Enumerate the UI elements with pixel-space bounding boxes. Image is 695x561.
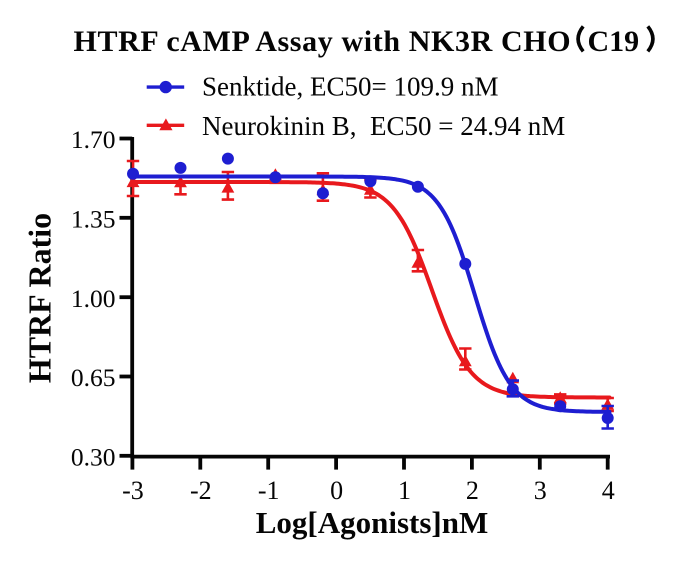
svg-text:HTRF cAMP Assay with NK3R CHO: HTRF cAMP Assay with NK3R CHO [74,25,572,58]
svg-text:1.00: 1.00 [71,284,116,313]
svg-text:4: 4 [602,476,615,505]
svg-text:0.65: 0.65 [71,363,116,392]
svg-text:0.30: 0.30 [71,442,116,471]
svg-text:1: 1 [398,476,411,505]
svg-text:Log[Agonists]nM: Log[Agonists]nM [256,505,489,540]
svg-text:2: 2 [466,476,479,505]
svg-text:-1: -1 [258,476,280,505]
svg-text:1.35: 1.35 [71,204,116,233]
svg-text:3: 3 [534,476,547,505]
svg-text:Neurokinin B, EC50 = 24.94 nM: Neurokinin B, EC50 = 24.94 nM [202,111,565,141]
svg-text:HTRF Ratio: HTRF Ratio [22,213,58,383]
svg-text:-2: -2 [190,476,212,505]
svg-text:-3: -3 [122,476,144,505]
svg-text:0: 0 [330,476,343,505]
svg-text:1.70: 1.70 [71,125,116,154]
svg-text:C19: C19 [588,25,640,58]
svg-text:Senktide, EC50= 109.9 nM: Senktide, EC50= 109.9 nM [202,72,498,102]
